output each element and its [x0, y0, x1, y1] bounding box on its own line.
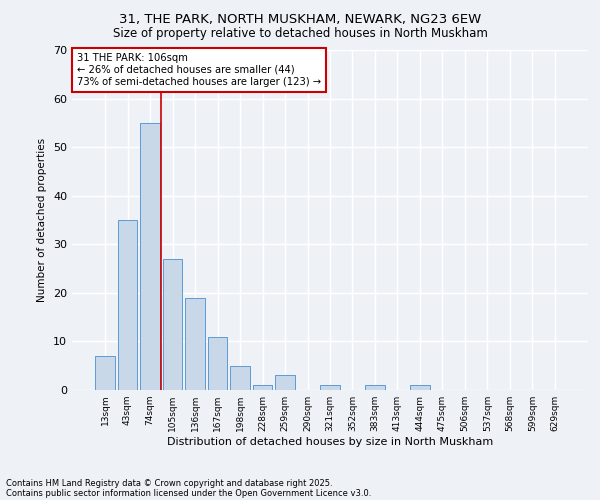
Bar [410, 385, 430, 390]
Bar [208, 336, 227, 390]
Bar [140, 123, 160, 390]
Text: Contains HM Land Registry data © Crown copyright and database right 2025.: Contains HM Land Registry data © Crown c… [6, 478, 332, 488]
Text: Contains public sector information licensed under the Open Government Licence v3: Contains public sector information licen… [6, 488, 371, 498]
Bar [365, 385, 385, 390]
Bar [118, 220, 137, 390]
Bar [253, 385, 272, 390]
Y-axis label: Number of detached properties: Number of detached properties [37, 138, 47, 302]
Bar [230, 366, 250, 390]
Bar [163, 259, 182, 390]
Bar [320, 385, 340, 390]
Text: 31, THE PARK, NORTH MUSKHAM, NEWARK, NG23 6EW: 31, THE PARK, NORTH MUSKHAM, NEWARK, NG2… [119, 12, 481, 26]
Text: 31 THE PARK: 106sqm
← 26% of detached houses are smaller (44)
73% of semi-detach: 31 THE PARK: 106sqm ← 26% of detached ho… [77, 54, 321, 86]
X-axis label: Distribution of detached houses by size in North Muskham: Distribution of detached houses by size … [167, 437, 493, 447]
Bar [95, 356, 115, 390]
Text: Size of property relative to detached houses in North Muskham: Size of property relative to detached ho… [113, 28, 487, 40]
Bar [275, 376, 295, 390]
Bar [185, 298, 205, 390]
